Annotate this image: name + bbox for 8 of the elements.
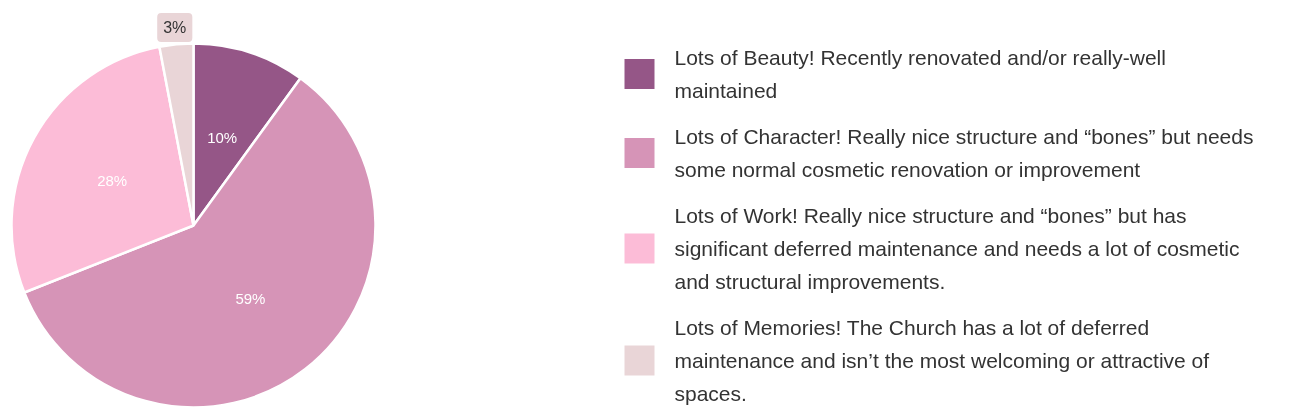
data-label: 59% [235, 290, 266, 308]
legend-label: Lots of Memories! The Church has a lot of deferred maintenance and isn’t the most welcoming or attractive of spaces. [674, 316, 1210, 405]
data-label: 3% [163, 18, 187, 36]
data-label: 10% [207, 128, 238, 146]
data-label: 28% [97, 172, 128, 190]
legend-label: Lots of Work! Really nice structure and “bones” but has significant deferred maintenance and needs a lot of cosmetic and structural improvements. [674, 204, 1240, 293]
legend-label: Lots of Beauty! Recently renovated and/or really-well maintained [674, 46, 1166, 102]
legend-label: Lots of Character! Really nice structure and “bones” but needs some normal cosmetic renovation or improvement [674, 125, 1254, 181]
